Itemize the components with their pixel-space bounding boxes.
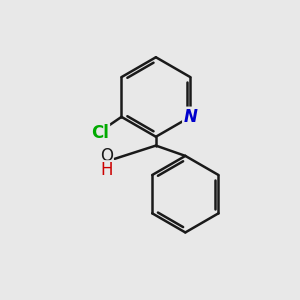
- Text: H: H: [100, 161, 113, 179]
- Text: N: N: [183, 108, 197, 126]
- Text: O: O: [100, 148, 113, 166]
- Text: Cl: Cl: [91, 124, 109, 142]
